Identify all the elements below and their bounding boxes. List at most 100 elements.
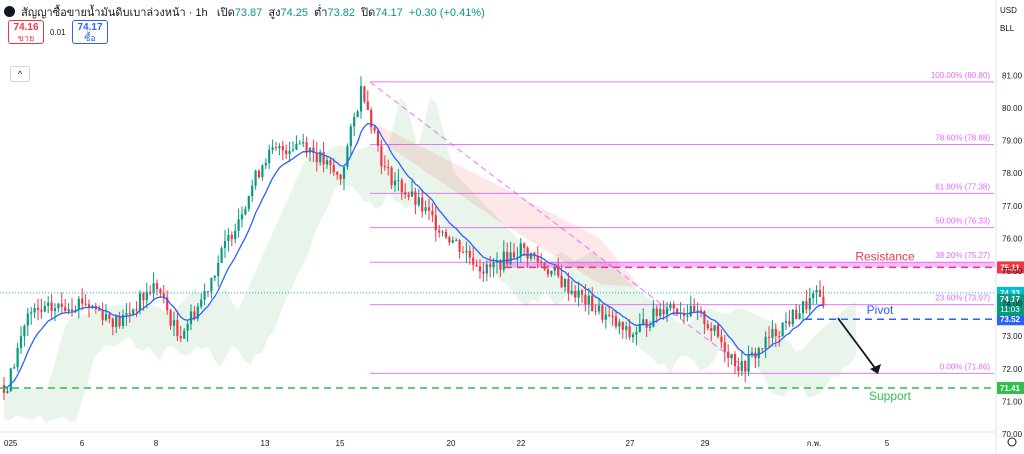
candle-body [689,305,692,316]
collapse-toggle-icon[interactable]: ^ [10,66,30,82]
candle-body [625,326,628,330]
candle-body [363,86,366,102]
candle-body [703,311,706,325]
candle-body [621,322,624,330]
level-tag-bg [997,382,1024,395]
candle-body [230,234,233,240]
candle-body [291,149,295,151]
candle-body [74,309,77,312]
candle-body [254,170,257,186]
candle-body [808,298,811,310]
candle-body [662,309,665,315]
candle-body [611,315,614,317]
candlesticks [2,76,825,401]
candle-body [9,368,12,392]
candle-body [281,146,284,151]
candle-body [234,230,237,240]
candle-body [495,260,499,263]
x-tick-label: 025 [4,439,18,448]
candle-body [553,267,556,271]
candle-body [206,290,210,292]
candle-body [414,191,417,205]
candle-body [631,334,635,338]
candle-body [115,315,118,327]
candle-body [706,324,709,329]
candle-body [642,319,645,324]
candle-body [302,142,305,144]
candle-body [169,310,172,326]
y-tick-label: 77.00 [1002,202,1023,211]
candle-body [699,310,703,312]
sell-button[interactable]: 74.16 ขาย [8,20,44,44]
candle-body [523,243,526,248]
candle-body [781,322,784,337]
candle-body [145,291,148,301]
candle-body [461,251,465,253]
candle-body [635,332,638,335]
level-label-pivot: Pivot [867,303,894,317]
candle-body [305,142,308,153]
buy-button[interactable]: 74.17 ซื้อ [72,20,108,44]
x-tick-label: 15 [336,439,345,448]
level-tag-bg [997,261,1024,274]
price-tag-bg [997,294,1024,317]
candle-body [19,336,23,348]
candle-body [278,146,281,149]
candle-body [125,313,128,316]
candle-body [672,304,675,309]
candle-body [764,336,767,349]
candle-body [438,230,441,233]
candle-body [183,330,186,339]
candle-body [774,329,777,337]
candle-body [618,322,621,327]
y-tick-label: 80.00 [1002,104,1023,113]
candle-body [563,279,567,288]
candle-body [64,306,67,311]
candle-body [455,240,458,242]
candle-body [240,214,244,220]
candle-body [342,166,346,180]
candle-body [608,314,611,316]
candle-body [744,360,747,372]
candle-body [118,315,121,327]
candle-body [295,144,298,150]
candle-body [597,305,601,312]
candle-body [383,166,386,168]
candle-body [67,309,70,311]
spread-value: 0.01 [50,28,66,37]
candle-body [710,328,713,331]
candle-body [172,320,176,326]
candle-body [822,296,825,306]
candle-body [356,111,359,118]
candle-body [251,185,254,197]
candle-body [87,304,91,308]
level-tag-support: 71.41 [1000,384,1021,393]
candle-body [536,256,539,262]
candle-body [220,248,223,263]
candle-body [577,290,580,298]
change-value: +0.30 (+0.41%) [408,7,485,19]
candle-body [444,231,448,238]
candle-body [587,295,590,305]
candle-body [16,347,19,368]
candle-body [104,314,108,321]
candle-body [421,197,424,212]
candle-body [227,234,230,242]
candle-body [77,298,80,310]
candle-body [540,261,543,264]
candle-body [393,180,397,186]
candle-body [784,321,788,323]
candle-body [70,309,74,312]
symbol-title[interactable]: สัญญาซื้อขายน้ำมันดิบเบาล่วงหน้า · 1h [21,7,208,19]
candle-body [543,263,546,270]
candle-body [546,269,550,275]
candle-body [512,252,516,258]
candle-body [601,305,604,320]
candle-body [111,318,114,327]
candle-body [186,323,189,331]
fib-level-label: 38.20% (75.27) [935,251,990,260]
candle-body [98,309,101,311]
candle-body [353,117,356,127]
candle-body [594,311,597,313]
